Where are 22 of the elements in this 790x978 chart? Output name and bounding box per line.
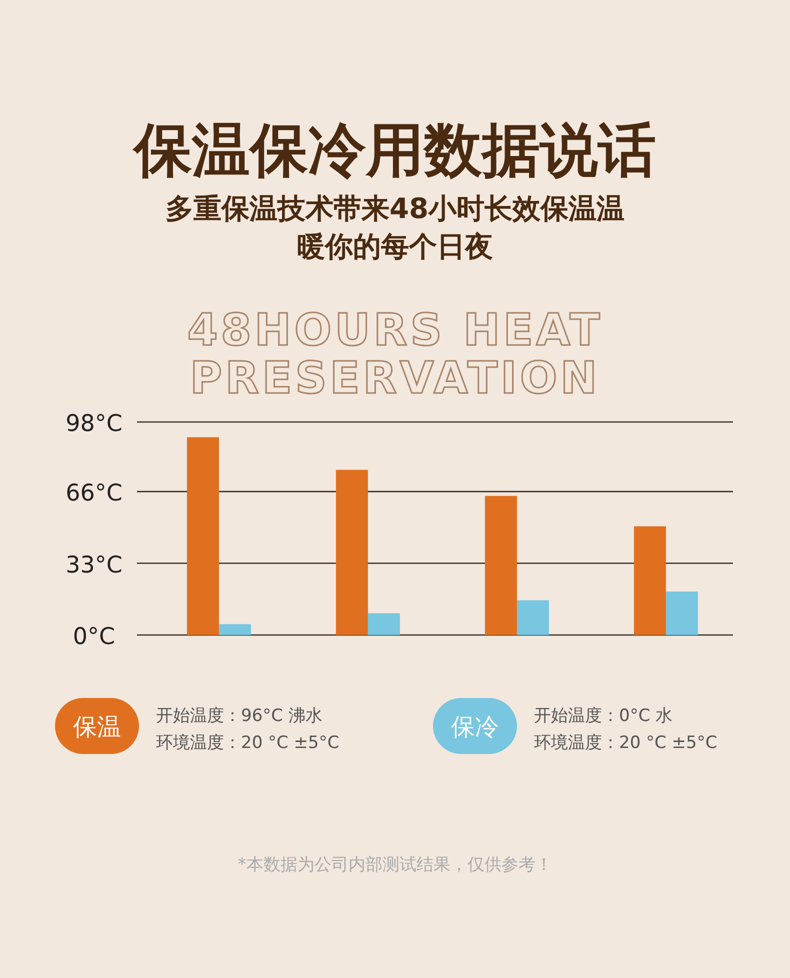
bar <box>484 496 517 635</box>
y-tick-label: 66°C <box>66 480 122 507</box>
text: 开始温度：96°C 沸水 <box>156 706 322 726</box>
text: 环境温度：20 °C ±5°C <box>534 733 718 753</box>
bar <box>516 600 549 635</box>
bar <box>186 437 219 635</box>
bar <box>666 592 698 635</box>
text: 环境温度：20 °C ±5°C <box>156 733 340 753</box>
chart-subtitle: 多重保温技术带来48小时长效保温温暖你的每个日夜 <box>166 192 624 263</box>
text: 保温 <box>73 713 121 741</box>
y-tick-label: 33°C <box>66 552 122 578</box>
text: *本数据为公司内部测试结果，仅供参考！ <box>238 855 552 875</box>
text: 48HOURS HEAT PRESERVATION <box>187 305 603 404</box>
bar <box>368 613 400 635</box>
chart-title: 保温保冷用数据说话 <box>132 116 656 184</box>
bar <box>634 526 666 635</box>
y-tick-label: 98°C <box>66 411 122 437</box>
text: 开始温度：0°C 水 <box>534 706 673 726</box>
y-tick-label: 0°C <box>72 624 116 650</box>
bar <box>218 624 251 635</box>
bar <box>336 470 368 635</box>
text: 保冷 <box>451 713 499 741</box>
